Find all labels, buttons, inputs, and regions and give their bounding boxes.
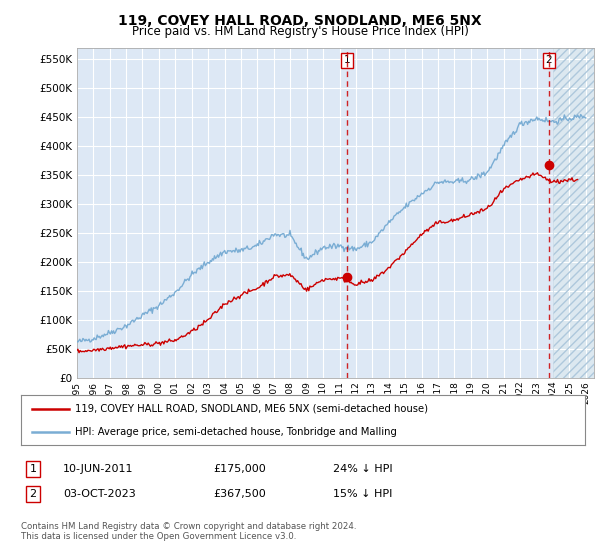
Text: £367,500: £367,500	[213, 489, 266, 499]
Text: Price paid vs. HM Land Registry's House Price Index (HPI): Price paid vs. HM Land Registry's House …	[131, 25, 469, 38]
Text: 2: 2	[29, 489, 37, 499]
Text: 119, COVEY HALL ROAD, SNODLAND, ME6 5NX (semi-detached house): 119, COVEY HALL ROAD, SNODLAND, ME6 5NX …	[74, 404, 428, 414]
Text: 24% ↓ HPI: 24% ↓ HPI	[333, 464, 392, 474]
Text: 1: 1	[343, 55, 350, 66]
Text: 2: 2	[545, 55, 552, 66]
Text: Contains HM Land Registry data © Crown copyright and database right 2024.
This d: Contains HM Land Registry data © Crown c…	[21, 522, 356, 542]
Text: 119, COVEY HALL ROAD, SNODLAND, ME6 5NX: 119, COVEY HALL ROAD, SNODLAND, ME6 5NX	[118, 14, 482, 28]
Text: 03-OCT-2023: 03-OCT-2023	[63, 489, 136, 499]
Text: HPI: Average price, semi-detached house, Tonbridge and Malling: HPI: Average price, semi-detached house,…	[74, 427, 397, 437]
Text: 10-JUN-2011: 10-JUN-2011	[63, 464, 133, 474]
Text: 1: 1	[29, 464, 37, 474]
Text: £175,000: £175,000	[213, 464, 266, 474]
Text: 15% ↓ HPI: 15% ↓ HPI	[333, 489, 392, 499]
